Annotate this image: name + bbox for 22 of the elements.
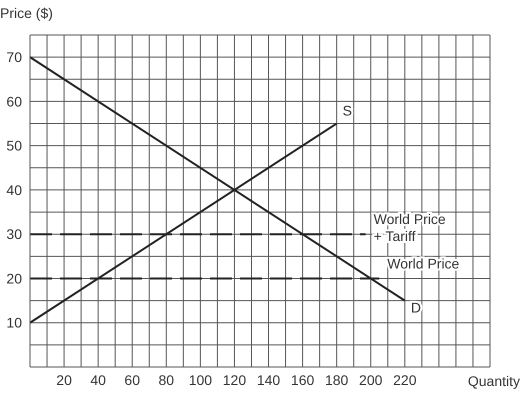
x-tick-label: 20 [56, 372, 72, 388]
x-tick-label: 160 [290, 372, 314, 388]
series-label: D [410, 300, 421, 316]
y-tick-label: 60 [6, 93, 22, 110]
y-axis-title: Price ($) [0, 5, 53, 21]
x-tick-label: 200 [359, 372, 383, 388]
series-label: S [342, 102, 352, 119]
x-tick-label: 80 [158, 372, 174, 388]
y-tick-label: 70 [6, 49, 22, 66]
y-tick-label: 20 [6, 270, 22, 286]
x-tick-label: 180 [324, 372, 349, 388]
y-tick-label: 50 [6, 138, 22, 154]
y-tick-label: 40 [6, 182, 22, 198]
x-axis-title: Quantity [468, 373, 520, 389]
y-tick-label: 30 [6, 226, 22, 242]
x-tick-label: 40 [90, 372, 106, 388]
x-tick-label: 220 [393, 372, 417, 388]
x-tick-label: 140 [256, 372, 280, 388]
y-tick-label: 10 [6, 314, 22, 331]
x-tick-label: 100 [188, 372, 212, 388]
x-tick-label: 120 [222, 372, 246, 388]
x-tick-label: 60 [124, 372, 140, 388]
